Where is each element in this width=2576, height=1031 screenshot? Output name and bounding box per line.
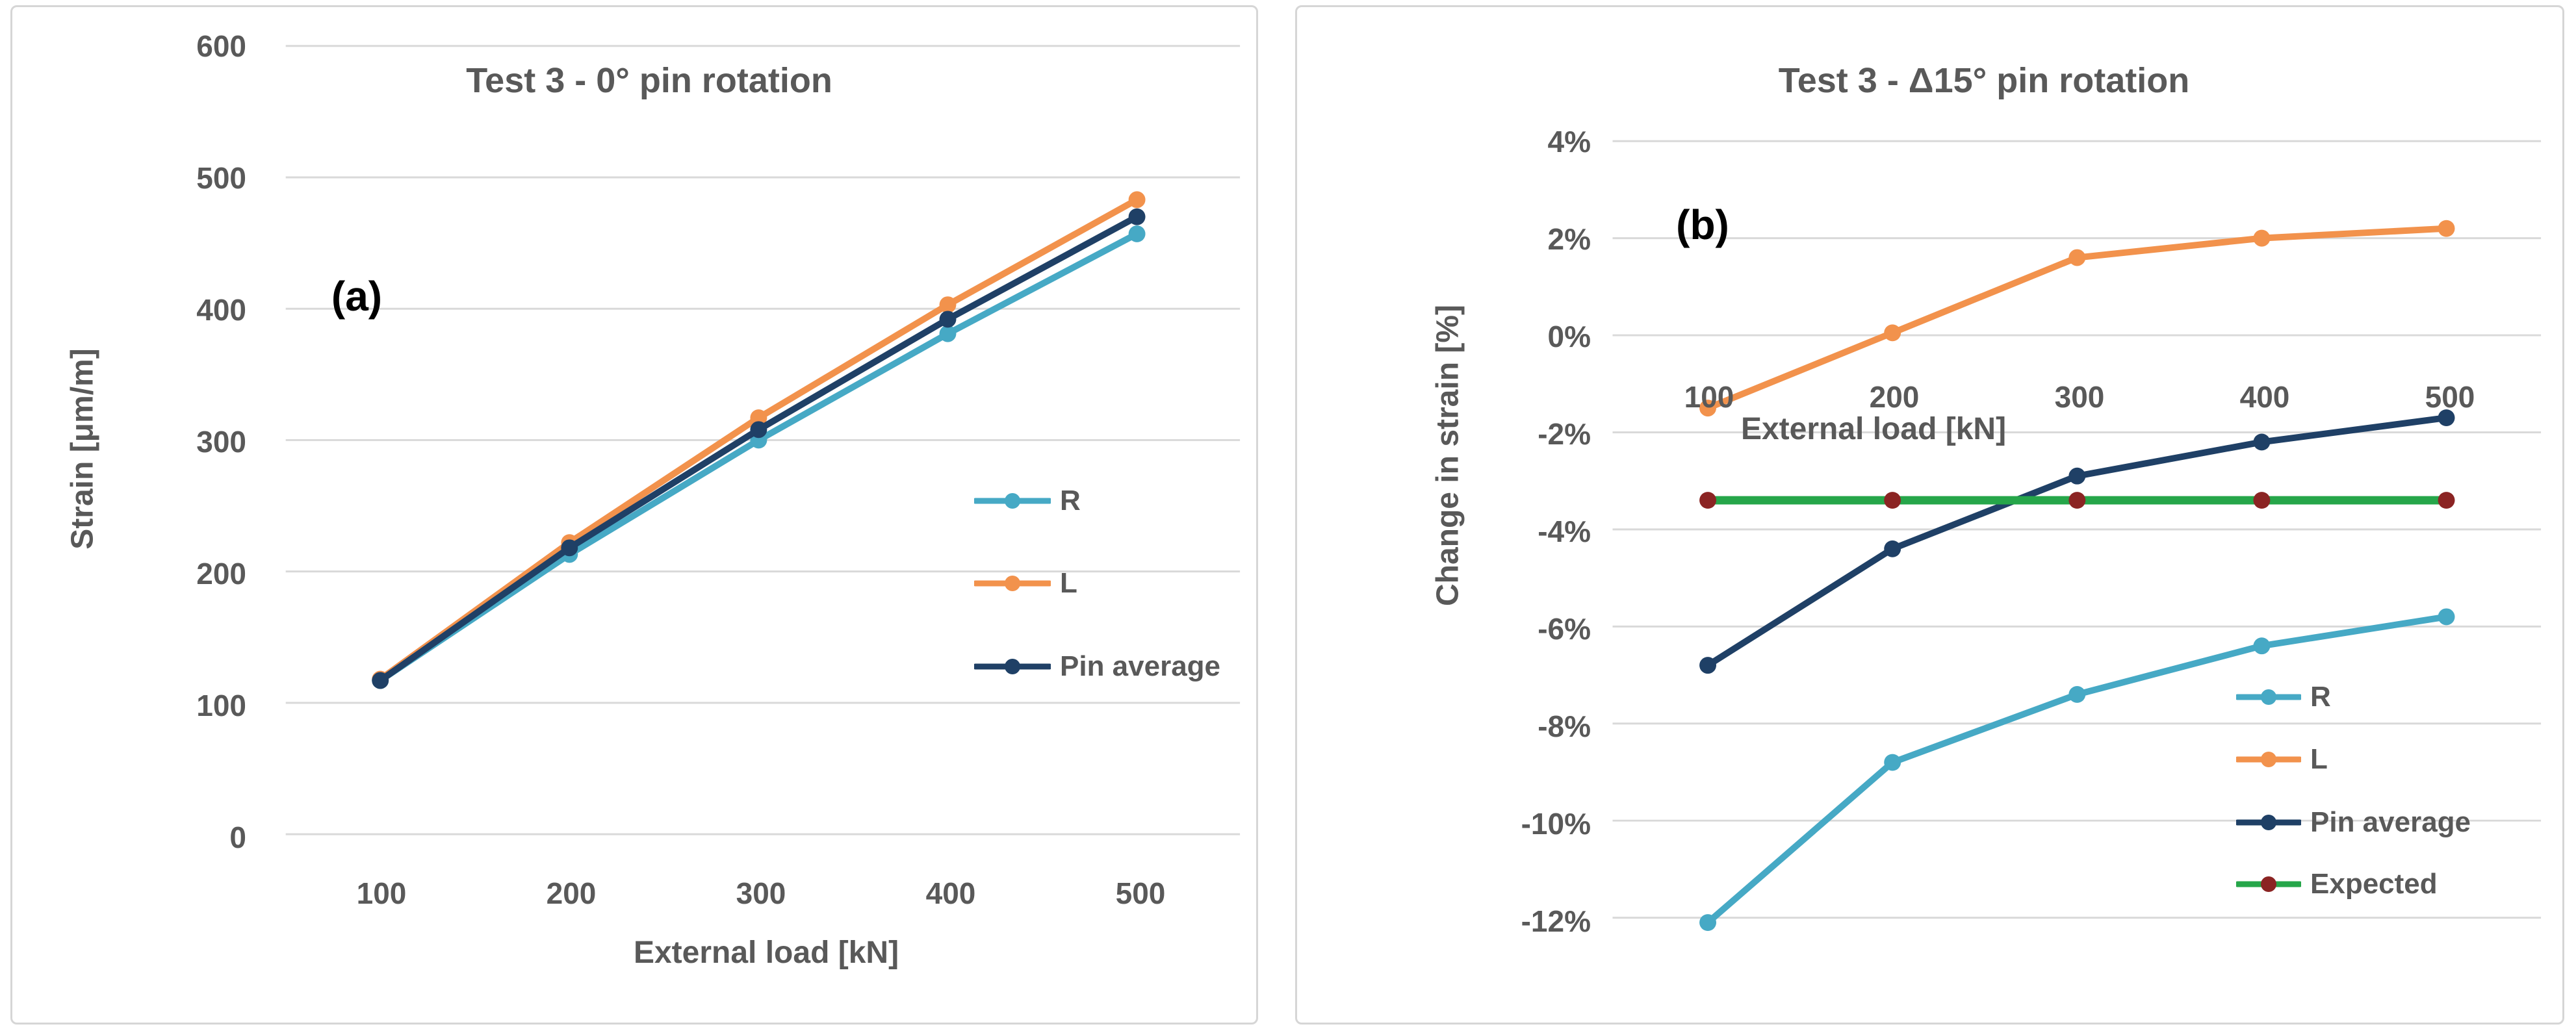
- data-point-marker-L: [2253, 229, 2271, 247]
- y-tick-label: 0%: [1547, 320, 1591, 353]
- series-line-R: [377, 230, 1140, 684]
- x-tick-label: 100: [1684, 380, 1734, 414]
- x-tick-label: 300: [736, 876, 786, 910]
- y-tick-label: 4%: [1547, 125, 1591, 159]
- legend-item-L: L: [2236, 743, 2328, 775]
- data-point-marker-R: [939, 325, 957, 342]
- data-point-marker-Pin average: [2438, 409, 2455, 427]
- data-point-marker-Pin average: [372, 672, 389, 689]
- y-tick-label: 600: [196, 29, 246, 63]
- legend-label: Pin average: [1060, 650, 1221, 682]
- legend-swatch-icon: [2236, 689, 2301, 705]
- data-point-marker-L: [2068, 249, 2086, 266]
- x-tick-label: 400: [925, 876, 976, 910]
- data-point-marker-Expected: [2068, 492, 2086, 509]
- x-tick-label: 400: [2239, 380, 2290, 414]
- data-point-marker-Pin average: [939, 311, 957, 328]
- data-point-marker-Expected: [1699, 492, 1717, 509]
- legend-item-Pin average: Pin average: [974, 650, 1220, 682]
- x-tick-label: 500: [1115, 876, 1166, 910]
- legend-swatch-icon: [974, 576, 1051, 591]
- chart-a-title: Test 3 - 0° pin rotation: [466, 61, 832, 100]
- data-point-marker-L: [1128, 191, 1146, 209]
- legend-item-R: R: [974, 485, 1081, 516]
- series-line-Pin average: [377, 213, 1140, 684]
- y-tick-label: -10%: [1521, 807, 1591, 841]
- data-point-marker-L: [1884, 324, 1901, 342]
- data-point-marker-R: [1128, 225, 1146, 242]
- y-tick-label: 200: [196, 557, 246, 591]
- legend-swatch-icon: [974, 659, 1051, 674]
- legend-swatch-icon: [974, 493, 1051, 509]
- chart-a-panel-label: (a): [331, 273, 383, 320]
- data-point-marker-Pin average: [750, 421, 767, 439]
- legend-label: Pin average: [2310, 806, 2471, 838]
- data-point-marker-Pin average: [1699, 657, 1717, 674]
- data-point-marker-Pin average: [1128, 208, 1146, 225]
- data-point-marker-R: [2253, 637, 2271, 655]
- y-tick-label: 500: [196, 161, 246, 195]
- chart-b-svg: [1612, 140, 2542, 932]
- chart-a-x-axis-title: External load [kN]: [633, 936, 899, 970]
- data-point-marker-L: [1699, 400, 1717, 417]
- y-tick-label: -4%: [1538, 515, 1591, 548]
- y-tick-label: -2%: [1538, 417, 1591, 451]
- data-point-marker-L: [2438, 220, 2455, 237]
- data-point-marker-R: [1699, 914, 1717, 932]
- data-point-marker-R: [2438, 608, 2455, 626]
- chart-b-x-axis-title: External load [kN]: [1740, 412, 2007, 446]
- x-tick-label: 300: [2054, 380, 2105, 414]
- x-tick-label: 500: [2425, 380, 2475, 414]
- legend-item-L: L: [974, 567, 1077, 599]
- series-line-Pin average: [1705, 414, 2450, 669]
- data-point-marker-Pin average: [2068, 467, 2086, 485]
- chart-panel-b: Test 3 - Δ15° pin rotation (b) Change in…: [1295, 5, 2564, 1025]
- data-point-marker-Expected: [1884, 492, 1901, 509]
- legend-swatch-icon: [2236, 876, 2301, 892]
- chart-a-svg: [285, 45, 1241, 835]
- legend-label: R: [2310, 681, 2331, 713]
- data-point-marker-L: [939, 296, 957, 314]
- legend-label: L: [1060, 567, 1077, 599]
- data-point-marker-Pin average: [561, 539, 578, 557]
- legend-label: Expected: [2310, 868, 2438, 900]
- data-point-marker-Pin average: [2253, 433, 2271, 451]
- x-tick-label: 200: [546, 876, 597, 910]
- legend-swatch-icon: [2236, 752, 2301, 767]
- data-point-marker-Expected: [2438, 492, 2455, 509]
- y-tick-label: 300: [196, 425, 246, 459]
- chart-b-panel-label: (b): [1676, 201, 1729, 248]
- legend-item-Expected: Expected: [2236, 868, 2438, 900]
- y-tick-label: 100: [196, 689, 246, 722]
- y-tick-label: 400: [196, 293, 246, 327]
- x-tick-label: 100: [356, 876, 407, 910]
- y-tick-label: -6%: [1538, 612, 1591, 646]
- legend-item-R: R: [2236, 681, 2331, 713]
- y-tick-label: -8%: [1538, 709, 1591, 743]
- legend-label: L: [2310, 743, 2328, 775]
- y-tick-label: 2%: [1547, 222, 1591, 256]
- chart-panel-a: Test 3 - 0° pin rotation (a) Strain [μm/…: [10, 5, 1258, 1025]
- legend-label: R: [1060, 485, 1081, 516]
- legend-swatch-icon: [2236, 815, 2301, 830]
- data-point-marker-Expected: [2253, 492, 2271, 509]
- y-tick-label: 0: [229, 821, 246, 854]
- y-tick-label: -12%: [1521, 904, 1591, 938]
- data-point-marker-R: [2068, 685, 2086, 703]
- data-point-marker-L: [750, 409, 767, 427]
- legend-item-Pin average: Pin average: [2236, 806, 2471, 838]
- data-point-marker-R: [1884, 754, 1901, 771]
- chart-b-title: Test 3 - Δ15° pin rotation: [1778, 61, 2190, 100]
- x-tick-label: 200: [1869, 380, 1920, 414]
- data-point-marker-Pin average: [1884, 540, 1901, 557]
